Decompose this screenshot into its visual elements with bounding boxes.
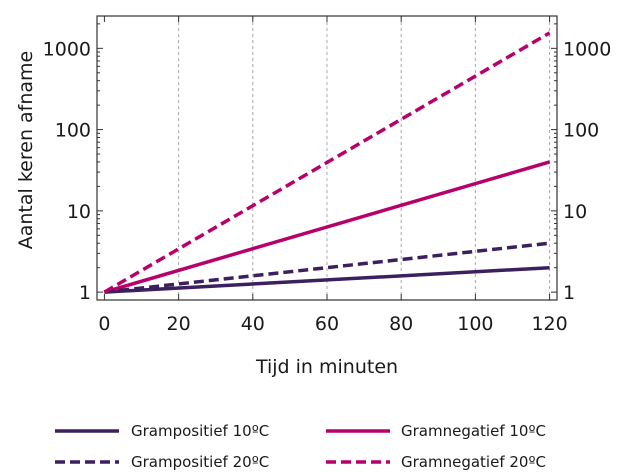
tick-layer: 0 20 40 60 80 100 120 1 1 10 10 100 100 1000 1000	[43, 16, 611, 335]
series-line-4	[103, 31, 551, 294]
y-tick-label-left: 1	[79, 282, 91, 304]
y-tick-label-left: 100	[55, 120, 91, 142]
legend: Grampositief 10ºC Gramnegatief 10ºC Grampo…	[55, 422, 546, 471]
x-tick-label: 20	[167, 313, 191, 335]
x-tick-label: 100	[457, 313, 493, 335]
legend-label: Gramnegatief 20ºC	[401, 453, 546, 471]
grid-layer	[178, 16, 551, 300]
y-tick-label-left: 1000	[43, 38, 91, 60]
x-tick-label: 60	[315, 313, 339, 335]
y-tick-label-left: 10	[67, 201, 91, 223]
x-tick-label: 0	[98, 313, 110, 335]
y-tick-label-right: 10	[563, 201, 587, 223]
x-tick-label: 80	[389, 313, 413, 335]
x-tick-label: 40	[241, 313, 265, 335]
series-line-2	[103, 160, 551, 294]
x-tick-label: 120	[531, 313, 567, 335]
y-tick-label-right: 1000	[563, 38, 611, 60]
y-tick-label-right: 1	[563, 282, 575, 304]
y-tick-label-right: 100	[563, 120, 599, 142]
legend-label: Grampositief 20ºC	[131, 453, 269, 471]
series-line-1	[104, 265, 550, 294]
y-axis-label: Aantal keren afname	[15, 51, 37, 250]
legend-label: Grampositief 10ºC	[131, 422, 269, 440]
x-axis-label: Tijd in minuten	[255, 356, 398, 378]
series-layer	[103, 31, 551, 294]
legend-label: Gramnegatief 10ºC	[401, 422, 546, 440]
